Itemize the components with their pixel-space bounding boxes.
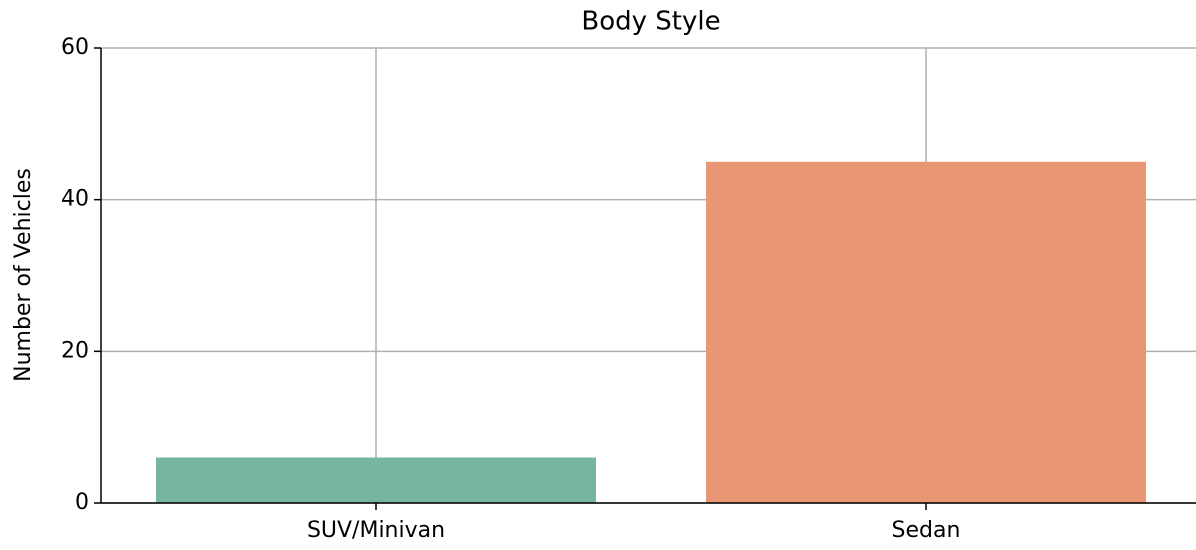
y-axis-label: Number of Vehicles <box>11 168 36 382</box>
y-tick-label: 40 <box>61 187 89 212</box>
chart-title: Body Style <box>581 7 720 37</box>
x-tick-label: Sedan <box>892 518 961 543</box>
y-tick-label: 60 <box>61 35 89 60</box>
y-tick-label: 0 <box>75 490 89 515</box>
bar <box>156 457 596 503</box>
x-tick-label: SUV/Minivan <box>307 518 445 543</box>
bar <box>706 161 1146 503</box>
y-tick-label: 20 <box>61 338 89 363</box>
